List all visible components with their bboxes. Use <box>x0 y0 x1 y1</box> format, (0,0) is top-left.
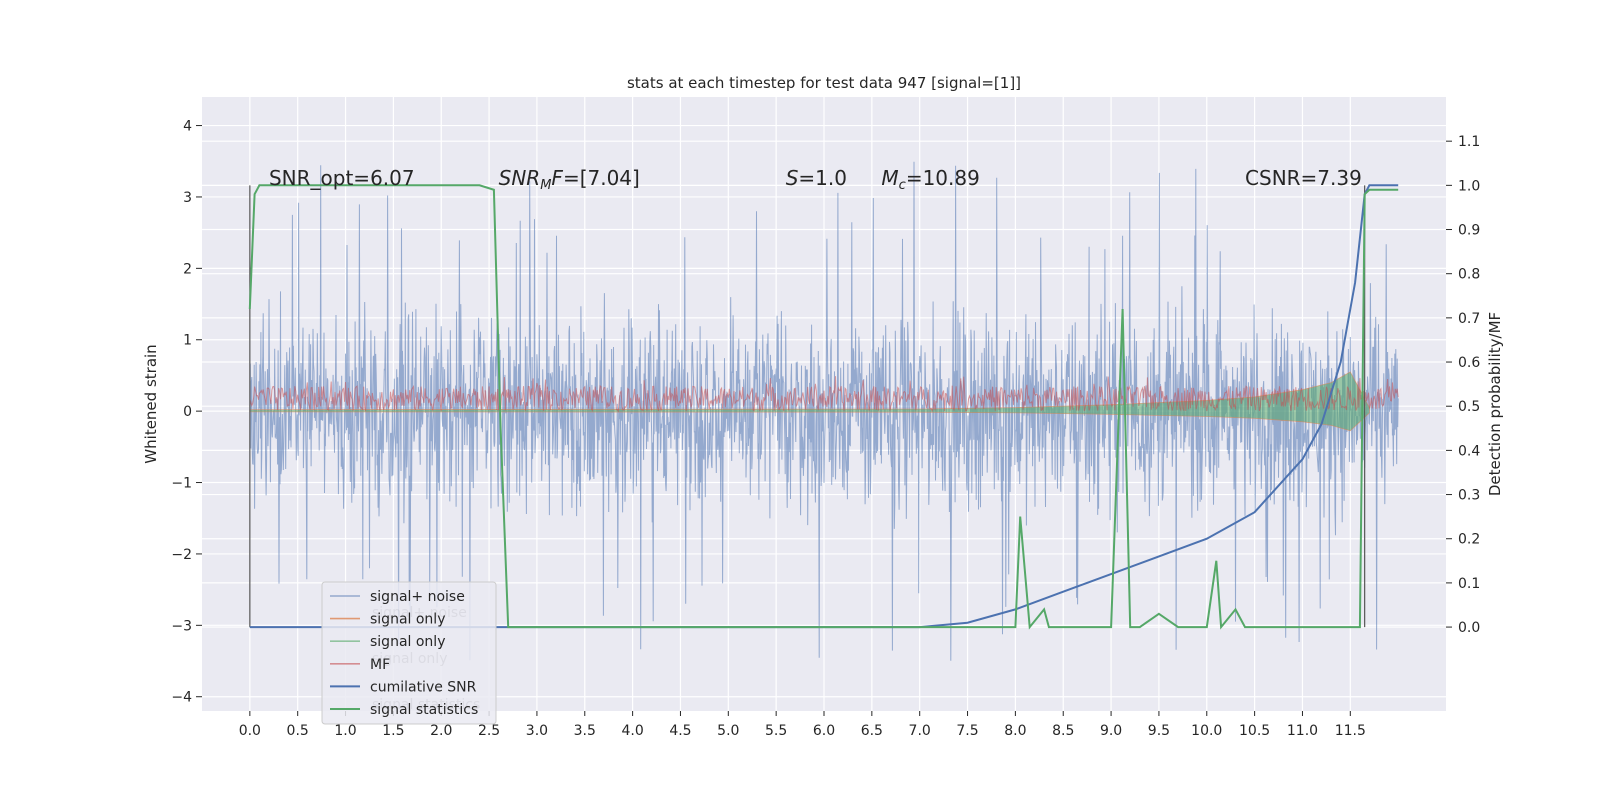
y-tick-label-right: 0.4 <box>1458 443 1480 459</box>
x-tick-label: 11.5 <box>1335 723 1366 739</box>
x-tick-label: 8.0 <box>1004 723 1026 739</box>
legend-label: signal+ noise <box>370 589 465 605</box>
y-tick-label-right: 1.0 <box>1458 178 1480 194</box>
x-tick-label: 1.5 <box>382 723 404 739</box>
x-tick-label: 10.0 <box>1191 723 1222 739</box>
x-tick-label: 7.5 <box>956 723 978 739</box>
x-tick-label: 0.5 <box>287 723 309 739</box>
x-tick-label: 10.5 <box>1239 723 1270 739</box>
x-tick-label: 8.5 <box>1052 723 1074 739</box>
x-tick-label: 4.0 <box>621 723 643 739</box>
x-tick-label: 7.0 <box>909 723 931 739</box>
x-tick-label: 5.0 <box>717 723 739 739</box>
legend-label: MF <box>370 657 390 673</box>
y-tick-label-right: 1.1 <box>1458 134 1480 150</box>
x-tick-label: 4.5 <box>669 723 691 739</box>
legend-label: cumilative SNR <box>370 679 477 695</box>
y-tick-label-right: 0.9 <box>1458 223 1480 239</box>
y-tick-label-left: −3 <box>171 618 192 634</box>
y-tick-label-right: 0.6 <box>1458 355 1480 371</box>
y-tick-label-left: 3 <box>183 190 192 206</box>
y-tick-label-right: 0.2 <box>1458 532 1480 548</box>
x-tick-label: 3.0 <box>526 723 548 739</box>
ghost-legend-label: signal+ noise <box>372 605 467 621</box>
ghost-legend-label: signal only <box>372 651 447 667</box>
y-tick-label-right: 0.0 <box>1458 620 1480 636</box>
legend-box <box>321 581 497 725</box>
y-tick-label-left: 0 <box>183 404 192 420</box>
y-tick-label-left: −1 <box>171 476 192 492</box>
x-tick-label: 3.5 <box>574 723 596 739</box>
y-axis-label-right: Detection probability/MF <box>1486 312 1504 496</box>
series-signal-only-area <box>249 371 1370 432</box>
series-signal-statistics-line <box>248 184 1399 630</box>
y-tick-label-right: 0.7 <box>1458 311 1480 327</box>
y-tick-label-right: 0.5 <box>1458 399 1480 415</box>
y-axis-label-left: Whitened strain <box>142 344 160 463</box>
series-signal-noise-line <box>249 161 1399 661</box>
x-tick-label: 9.0 <box>1100 723 1122 739</box>
y-tick-label-left: 1 <box>183 333 192 349</box>
annotation-text: S=1.0 <box>786 166 847 190</box>
legend-label: signal only <box>370 634 445 650</box>
y-tick-label-left: −2 <box>171 547 192 563</box>
annotation-text: CSNR=7.39 <box>1245 166 1362 190</box>
x-tick-label: 6.0 <box>813 723 835 739</box>
y-tick-label-left: −4 <box>171 690 192 706</box>
y-tick-label-left: 4 <box>183 119 192 135</box>
y-tick-label-left: 2 <box>183 261 192 277</box>
legend-label: signal statistics <box>370 702 478 718</box>
y-tick-label-right: 0.1 <box>1458 576 1480 592</box>
x-tick-label: 11.0 <box>1287 723 1318 739</box>
annotation-text: SNRMF=[7.04] <box>499 166 640 193</box>
x-tick-label: 6.5 <box>861 723 883 739</box>
y-tick-label-right: 0.8 <box>1458 267 1480 283</box>
annotation-text: Mc=10.89 <box>881 166 979 193</box>
legend-label: signal only <box>370 612 445 628</box>
annotation-text: SNR_opt=6.07 <box>269 166 415 190</box>
y-tick-label-right: 0.3 <box>1458 488 1480 504</box>
x-tick-label: 2.5 <box>478 723 500 739</box>
axes: 0.0 0.5 1.0 1.5 2.0 2.5 3.0 3.5 4.0 4.5 5.0 5.5 6.0 6… <box>171 119 1480 739</box>
series-layer <box>248 161 1399 661</box>
series-cumulative-snr-line <box>249 184 1399 629</box>
x-tick-label: 0.0 <box>239 723 261 739</box>
chart-title: stats at each timestep for test data 947… <box>627 74 1021 92</box>
x-tick-label: 1.0 <box>334 723 356 739</box>
series-mf-line <box>249 376 1399 413</box>
ghost-legend-label: signal statistics <box>372 697 480 713</box>
annotations: SNR_opt=6.07 SNRMF=[7.04] S=1.0 Mc=10.89 CSN… <box>269 166 1362 193</box>
x-tick-label: 5.5 <box>765 723 787 739</box>
x-tick-label: 2.0 <box>430 723 452 739</box>
x-tick-label: 9.5 <box>1148 723 1170 739</box>
